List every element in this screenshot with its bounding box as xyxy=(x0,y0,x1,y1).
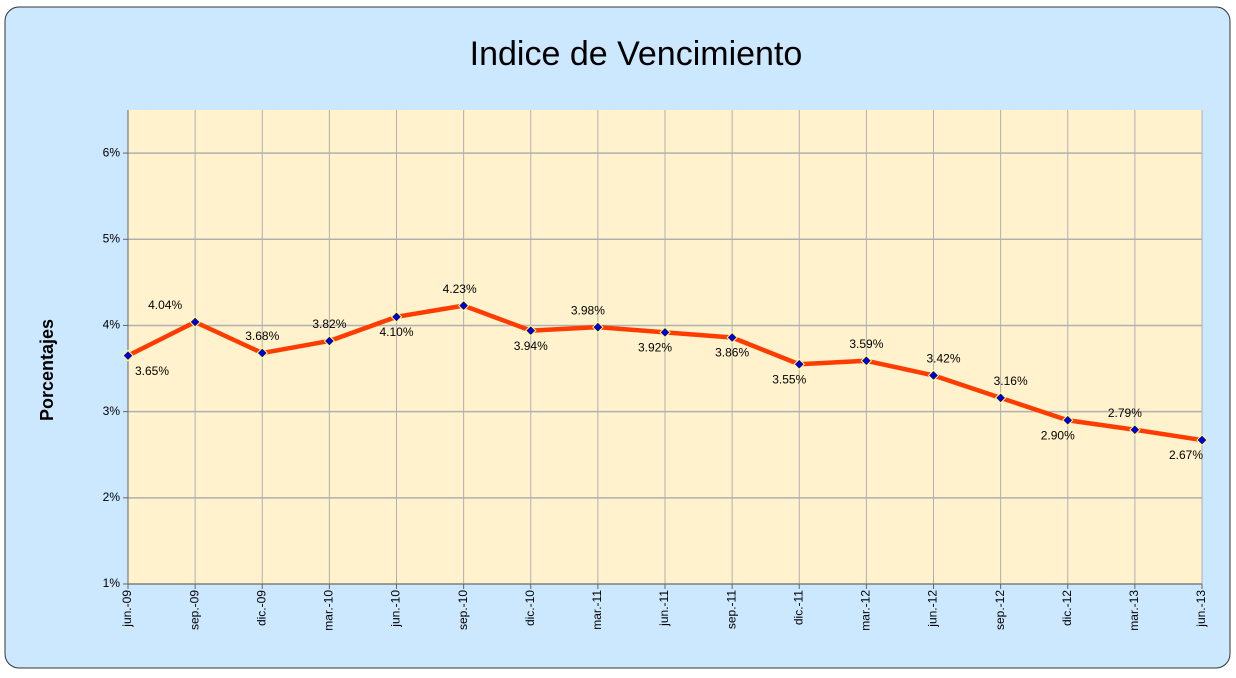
marker xyxy=(1129,424,1141,436)
x-tick-label: sep.-10 xyxy=(456,590,470,630)
marker xyxy=(1196,434,1208,446)
data-label: 4.10% xyxy=(379,325,413,339)
x-tick-label: dic.-12 xyxy=(1060,590,1074,626)
data-label: 2.90% xyxy=(1041,428,1075,442)
data-label: 3.98% xyxy=(571,303,605,317)
x-tick-label: sep.-09 xyxy=(187,590,201,630)
x-tick-label: mar.-11 xyxy=(590,590,604,630)
x-tick-label: jun.-10 xyxy=(389,590,403,628)
x-tick-label: dic.-10 xyxy=(523,590,537,626)
marker xyxy=(122,349,134,362)
data-label: 3.82% xyxy=(312,317,346,331)
data-label: 2.79% xyxy=(1108,406,1142,420)
data-label: 4.04% xyxy=(148,298,182,312)
marker xyxy=(525,324,537,337)
chart-title: Indice de Vencimiento xyxy=(470,35,803,73)
marker xyxy=(726,331,738,344)
data-label: 3.86% xyxy=(715,346,749,360)
marker xyxy=(927,369,940,382)
data-label: 3.92% xyxy=(638,341,672,355)
marker xyxy=(592,321,604,333)
y-axis-title: Porcentajes xyxy=(37,319,57,421)
y-tick-label: 4% xyxy=(103,318,121,332)
data-label: 3.55% xyxy=(772,372,806,386)
x-tick-label: mar.-10 xyxy=(322,590,336,631)
marker xyxy=(793,358,805,370)
data-label: 3.65% xyxy=(135,364,169,378)
data-label: 4.23% xyxy=(443,282,477,296)
data-label: 3.59% xyxy=(849,337,883,351)
marker xyxy=(994,392,1007,404)
x-tick-label: mar.-13 xyxy=(1127,590,1141,631)
x-tick-label: jun.-09 xyxy=(120,590,134,628)
marker xyxy=(1062,414,1074,426)
marker xyxy=(860,355,873,367)
x-tick-label: sep.-12 xyxy=(993,590,1007,630)
marker xyxy=(457,299,470,312)
y-tick-label: 5% xyxy=(103,231,121,245)
y-tick-label: 3% xyxy=(103,404,121,418)
data-label: 3.94% xyxy=(514,339,548,353)
marker xyxy=(390,311,403,323)
data-label: 3.68% xyxy=(245,329,279,343)
x-tick-label: mar.-12 xyxy=(859,590,873,631)
data-label: 3.16% xyxy=(994,374,1028,388)
marker xyxy=(256,347,268,359)
y-tick-label: 2% xyxy=(103,490,121,504)
x-tick-label: dic.-09 xyxy=(254,590,268,626)
x-tick-label: jun.-13 xyxy=(1194,590,1208,628)
x-tick-label: jun.-12 xyxy=(926,590,940,628)
x-tick-label: dic.-11 xyxy=(791,590,805,625)
y-tick-label: 6% xyxy=(103,145,121,159)
data-label: 2.67% xyxy=(1169,448,1203,462)
marker xyxy=(189,316,201,328)
marker xyxy=(659,326,671,339)
y-tick-label: 1% xyxy=(103,576,121,590)
marker xyxy=(323,335,336,347)
x-tick-label: sep.-11 xyxy=(724,590,738,629)
x-tick-label: jun.-11 xyxy=(657,590,671,627)
data-label: 3.42% xyxy=(926,352,960,366)
